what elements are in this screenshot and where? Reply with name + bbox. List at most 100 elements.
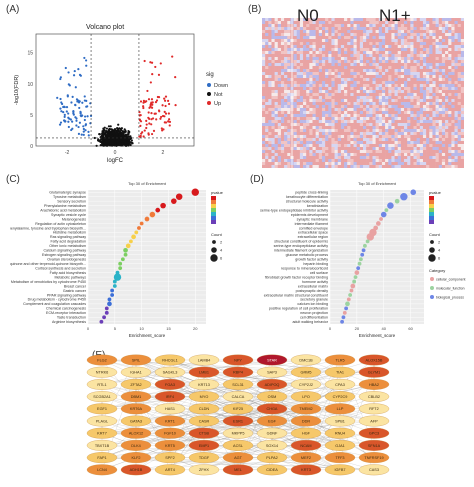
- heatmap-cell: [372, 156, 375, 159]
- heatmap-cell: [439, 144, 442, 147]
- heatmap-cell: [322, 144, 325, 147]
- heatmap-cell: [426, 93, 429, 96]
- heatmap-cell: [284, 93, 287, 96]
- heatmap-cell: [372, 90, 375, 93]
- volcano-point-not: [108, 125, 110, 127]
- volcano-point-up: [161, 104, 163, 106]
- heatmap-cell: [445, 138, 448, 141]
- heatmap-cell: [284, 18, 287, 21]
- heatmap-cell: [369, 36, 372, 39]
- heatmap-cell: [331, 45, 334, 48]
- heatmap-cell: [331, 54, 334, 57]
- volcano-point-not: [100, 138, 102, 140]
- heatmap-cell: [366, 27, 369, 30]
- heatmap-cell: [445, 51, 448, 54]
- volcano-legend-dot-up: [207, 101, 211, 105]
- heatmap-cell: [281, 84, 284, 87]
- heatmap-cell: [309, 108, 312, 111]
- heatmap-cell: [445, 33, 448, 36]
- heatmap-cell: [369, 54, 372, 57]
- heatmap-cell: [404, 117, 407, 120]
- heatmap-cell: [414, 87, 417, 90]
- heatmap-cell: [404, 72, 407, 75]
- volcano-point-not: [104, 134, 106, 136]
- heatmap-cell: [436, 111, 439, 114]
- heatmap-cell: [461, 60, 464, 63]
- heatmap-cell: [350, 78, 353, 81]
- heatmap-cell: [401, 84, 404, 87]
- dotplot-category-label: epidermis development: [291, 213, 328, 217]
- heatmap-cell: [385, 93, 388, 96]
- heatmap-cell: [410, 159, 413, 162]
- heatmap-cell: [391, 96, 394, 99]
- heatmap-cell: [366, 30, 369, 33]
- heatmap-cell: [388, 162, 391, 165]
- heatmap-cell: [287, 165, 290, 168]
- dotplot-category-legend-dot: [430, 286, 434, 290]
- heatmap-cell: [341, 147, 344, 150]
- heatmap-cell: [278, 51, 281, 54]
- heatmap-cell: [268, 72, 271, 75]
- heatmap-cell: [407, 84, 410, 87]
- heatmap-cell: [417, 108, 420, 111]
- heatmap-cell: [271, 63, 274, 66]
- heatmap-cell: [379, 114, 382, 117]
- heatmap-cell: [455, 153, 458, 156]
- heatmap-cell: [366, 111, 369, 114]
- heatmap-cell: [432, 24, 435, 27]
- heatmap-cell: [344, 51, 347, 54]
- heatmap-cell: [414, 54, 417, 57]
- heatmap-cell: [297, 66, 300, 69]
- heatmap-cell: [297, 57, 300, 60]
- heatmap-cell: [423, 111, 426, 114]
- heatmap-cell: [347, 72, 350, 75]
- heatmap-cell: [300, 51, 303, 54]
- heatmap-cell: [429, 90, 432, 93]
- heatmap-cell: [300, 60, 303, 63]
- heatmap-cell: [388, 75, 391, 78]
- heatmap-cell: [417, 93, 420, 96]
- heatmap-cell: [344, 60, 347, 63]
- heatmap-cell: [306, 126, 309, 129]
- heatmap-cell: [328, 39, 331, 42]
- heatmap-cell: [388, 90, 391, 93]
- heatmap-cell: [325, 114, 328, 117]
- heatmap-cell: [363, 42, 366, 45]
- volcano-point-down: [82, 125, 84, 127]
- heatmap-cell: [328, 72, 331, 75]
- heatmap-cell: [303, 111, 306, 114]
- heatmap-cell: [354, 21, 357, 24]
- heatmap-cell: [455, 60, 458, 63]
- heatmap-cell: [461, 129, 464, 132]
- heatmap-cell: [420, 81, 423, 84]
- heatmap-cell: [458, 24, 461, 27]
- heatmap-cell: [398, 78, 401, 81]
- heatmap-cell: [379, 60, 382, 63]
- heatmap-cell: [372, 72, 375, 75]
- heatmap-cell: [379, 54, 382, 57]
- heatmap-cell: [382, 165, 385, 168]
- heatmap-cell: [309, 87, 312, 90]
- heatmap-cell: [284, 60, 287, 63]
- heatmap-cell: [350, 132, 353, 135]
- heatmap-cell: [379, 75, 382, 78]
- heatmap-cell: [429, 162, 432, 165]
- heatmap-cell: [455, 159, 458, 162]
- heatmap-cell: [417, 24, 420, 27]
- heatmap-cell: [281, 75, 284, 78]
- heatmap-cell: [335, 45, 338, 48]
- heatmap-cell: [442, 36, 445, 39]
- heatmap-cell: [344, 81, 347, 84]
- heatmap-cell: [379, 87, 382, 90]
- heatmap-cell: [382, 48, 385, 51]
- dotplot-point: [160, 203, 166, 209]
- heatmap-cell: [271, 123, 274, 126]
- heatmap-cell: [407, 87, 410, 90]
- heatmap-cell: [448, 141, 451, 144]
- heatmap-cell: [372, 141, 375, 144]
- heatmap-cell: [271, 18, 274, 21]
- heatmap-cell: [347, 114, 350, 117]
- heatmap-cell: [455, 117, 458, 120]
- heatmap-cell: [331, 69, 334, 72]
